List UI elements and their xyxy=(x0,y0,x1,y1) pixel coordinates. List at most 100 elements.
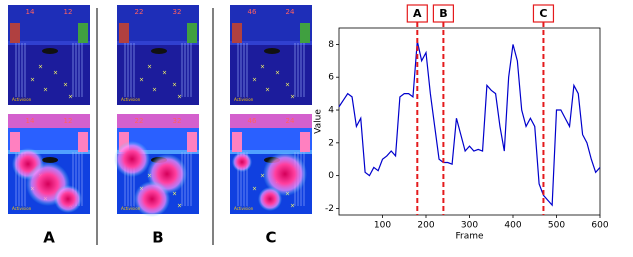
saliency-blob xyxy=(54,185,82,213)
y-axis-label: Value xyxy=(314,109,324,134)
pier-left xyxy=(232,132,242,152)
x-axis-label: Frame xyxy=(455,232,484,242)
score: 24 xyxy=(286,117,295,125)
y-tick-label: 0 xyxy=(328,171,334,181)
fish: × xyxy=(30,77,35,84)
fish: × xyxy=(53,70,58,77)
pier-left xyxy=(119,23,129,43)
score: 14 xyxy=(26,117,35,125)
surface xyxy=(8,41,90,45)
fish: × xyxy=(260,173,265,180)
game-logo: Activision xyxy=(121,206,141,211)
fish: × xyxy=(152,87,157,94)
fish: × xyxy=(68,94,73,101)
fish: × xyxy=(252,77,257,84)
marker-box xyxy=(432,4,454,23)
y-tick-label: 4 xyxy=(328,106,334,116)
fish: × xyxy=(139,77,144,84)
pier-left xyxy=(119,132,129,152)
y-tick-label: 6 xyxy=(328,73,334,83)
x-tick-label: 400 xyxy=(504,221,521,231)
score: 22 xyxy=(135,8,144,16)
pier-right xyxy=(78,132,88,152)
game-logo: Activision xyxy=(12,97,32,102)
surface xyxy=(8,150,90,154)
fish: × xyxy=(290,94,295,101)
marker-box xyxy=(532,4,555,23)
fish: × xyxy=(252,186,257,193)
sky xyxy=(230,5,312,43)
fish: × xyxy=(38,64,43,71)
saliency-blob xyxy=(114,141,150,177)
sky xyxy=(8,5,90,43)
marker-label: C xyxy=(539,7,547,20)
pier-right xyxy=(187,23,197,43)
fish: × xyxy=(172,82,177,89)
score: 46 xyxy=(248,8,257,16)
fish: × xyxy=(172,191,177,198)
game-logo: Activision xyxy=(234,97,254,102)
saliency-top xyxy=(230,114,312,128)
game-logo: Activision xyxy=(12,206,32,211)
surface xyxy=(230,41,312,45)
fish: × xyxy=(265,87,270,94)
score: 32 xyxy=(173,8,182,16)
game-logo: Activision xyxy=(234,206,254,211)
saliency-blob xyxy=(134,181,170,217)
marker-label: B xyxy=(439,7,447,20)
x-tick-label: 300 xyxy=(461,221,478,231)
panel-label: B xyxy=(152,229,163,247)
fish: × xyxy=(63,82,68,89)
score: 46 xyxy=(248,117,257,125)
game-logo: Activision xyxy=(121,97,141,102)
x-tick-label: 100 xyxy=(374,221,391,231)
fish: × xyxy=(177,94,182,101)
score: 12 xyxy=(64,8,73,16)
score: 32 xyxy=(173,117,182,125)
pier-left xyxy=(232,23,242,43)
fish: × xyxy=(147,64,152,71)
data-line xyxy=(338,40,601,207)
fish: × xyxy=(275,70,280,77)
shark xyxy=(42,157,58,163)
sky xyxy=(117,5,199,43)
saliency-top xyxy=(8,114,90,128)
score: 14 xyxy=(26,8,35,16)
surface xyxy=(230,150,312,154)
fish: × xyxy=(162,70,167,77)
score: 22 xyxy=(135,117,144,125)
plot-frame xyxy=(338,27,601,216)
y-tick-label: 8 xyxy=(328,40,334,50)
shark xyxy=(42,48,58,54)
score: 24 xyxy=(286,8,295,16)
surface xyxy=(117,150,199,154)
pier-right xyxy=(300,132,310,152)
saliency-blob xyxy=(263,152,307,196)
panel-label: C xyxy=(265,229,276,247)
fish: × xyxy=(43,87,48,94)
x-tick-label: 600 xyxy=(591,221,608,231)
pier-right xyxy=(187,132,197,152)
saliency-blob xyxy=(258,187,282,211)
y-tick-label: -2 xyxy=(325,204,334,214)
panel-label: A xyxy=(43,229,55,247)
fish: × xyxy=(260,64,265,71)
pier-right xyxy=(78,23,88,43)
x-tick-label: 500 xyxy=(548,221,565,231)
surface xyxy=(117,41,199,45)
saliency-blob xyxy=(232,152,252,172)
y-tick-label: 2 xyxy=(328,138,334,148)
shark xyxy=(151,48,167,54)
saliency-top xyxy=(117,114,199,128)
fish: × xyxy=(177,203,182,210)
x-tick-label: 200 xyxy=(417,221,434,231)
pier-right xyxy=(300,23,310,43)
fish: × xyxy=(290,203,295,210)
marker-label: A xyxy=(413,7,422,20)
